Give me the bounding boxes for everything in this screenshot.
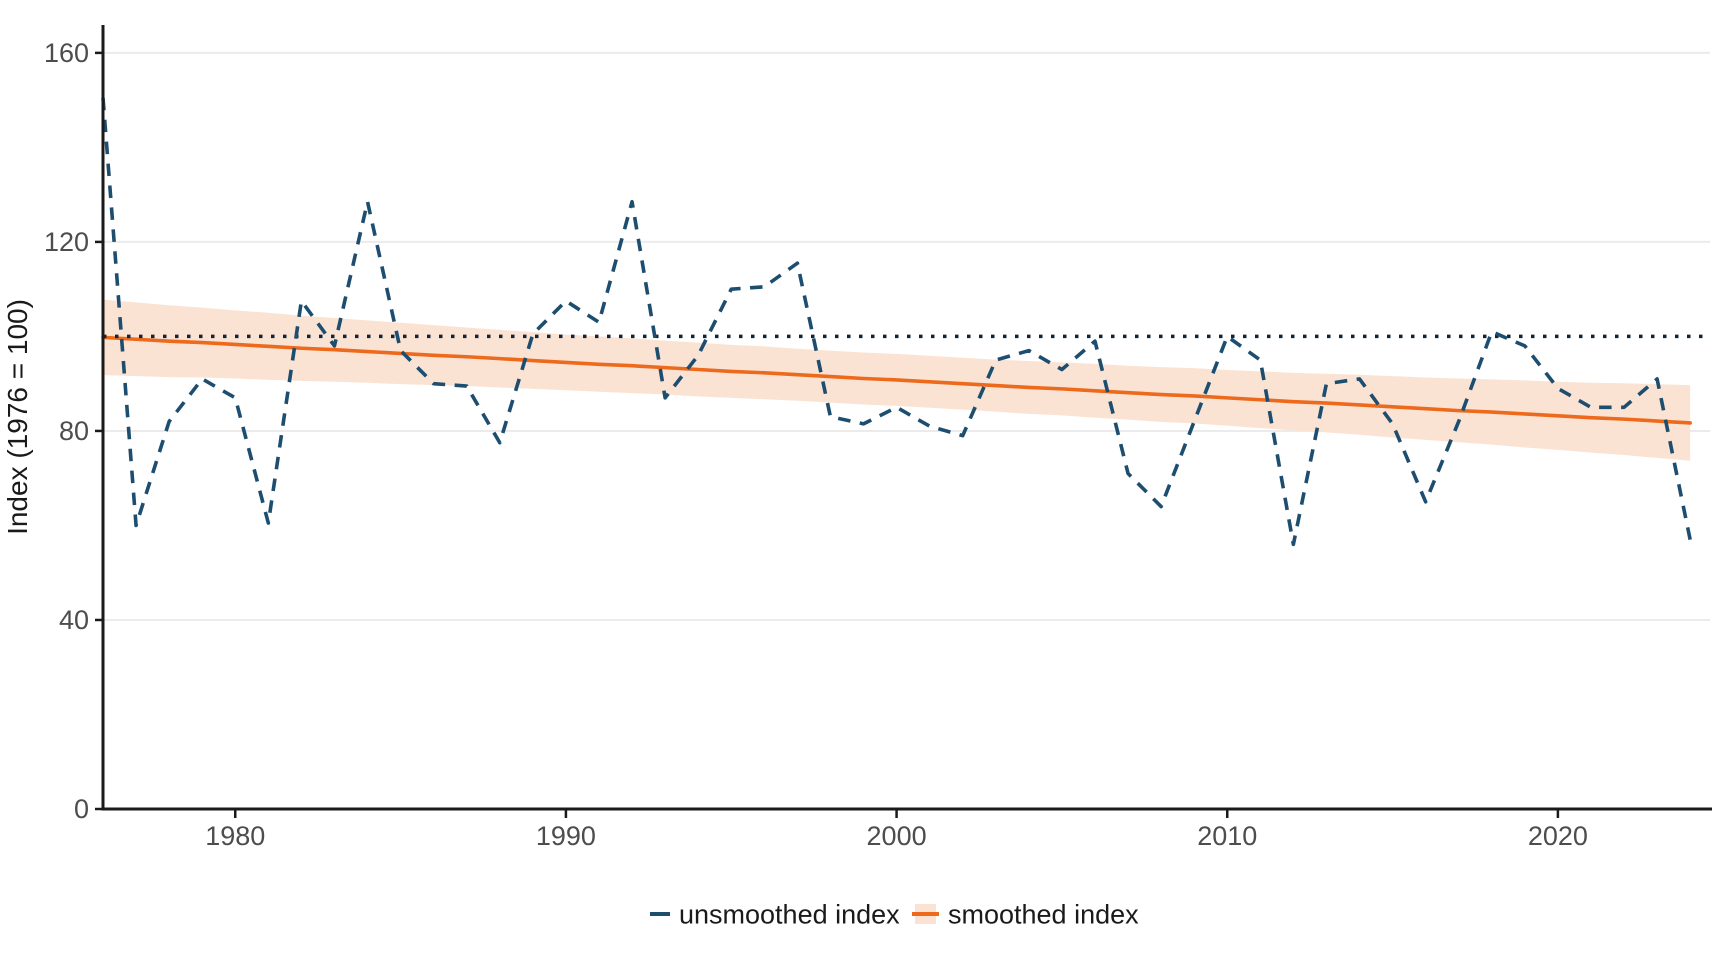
y-tick-label-0: 0 (74, 794, 89, 824)
x-tick-label-2000: 2000 (867, 821, 927, 851)
y-tick-label-40: 40 (59, 605, 89, 635)
axes (101, 25, 1712, 811)
x-tick-label-1980: 1980 (205, 821, 265, 851)
smoothed-line (101, 335, 1692, 425)
unsmoothed-line (101, 97, 1692, 547)
y-tick-label-80: 80 (59, 416, 89, 446)
x-tick-label-1990: 1990 (536, 821, 596, 851)
unsmoothed-line-path (101, 97, 1692, 547)
x-axis-ticks: 1980 1990 2000 2010 2020 (205, 809, 1588, 851)
x-tick-label-2010: 2010 (1197, 821, 1257, 851)
legend-label-unsmoothed: unsmoothed index (679, 900, 900, 930)
x-tick-label-2020: 2020 (1528, 821, 1588, 851)
legend: unsmoothed index smoothed index (650, 900, 1139, 930)
smoothed-line-path (101, 335, 1692, 425)
y-axis-title: Index (1976 = 100) (2, 299, 33, 535)
y-axis-ticks: 0 40 80 120 160 (44, 38, 103, 824)
y-tick-label-120: 120 (44, 227, 89, 257)
legend-label-smoothed: smoothed index (948, 900, 1139, 930)
y-tick-label-160: 160 (44, 38, 89, 68)
